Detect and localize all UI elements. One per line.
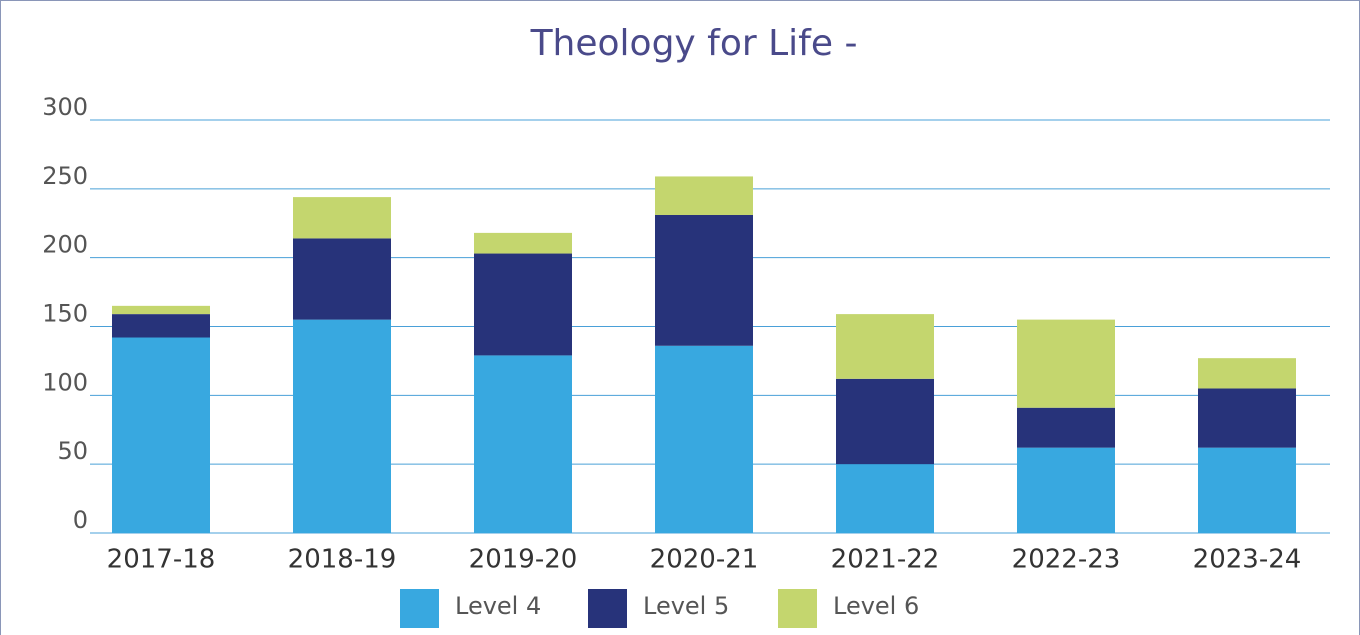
legend-swatch <box>778 589 817 628</box>
bar-segment <box>1017 407 1115 448</box>
bar-segment <box>112 337 210 533</box>
y-tick-label: 200 <box>42 231 88 259</box>
x-tick-label: 2021-22 <box>831 545 940 575</box>
bar-segment <box>474 355 572 533</box>
bar-segment <box>474 232 572 254</box>
x-tick-label: 2023-24 <box>1193 545 1302 575</box>
bar-segment <box>293 197 391 239</box>
y-tick-label: 50 <box>57 437 88 465</box>
bar-segment <box>293 238 391 320</box>
bar-segment <box>836 314 934 379</box>
x-tick-label: 2018-19 <box>288 545 397 575</box>
bar-segment <box>1198 388 1296 448</box>
bar-segment <box>112 314 210 338</box>
x-tick-label: 2020-21 <box>650 545 759 575</box>
y-tick-label: 300 <box>42 93 88 121</box>
bar-segment <box>655 345 753 533</box>
x-tick-label: 2017-18 <box>107 545 216 575</box>
bar-segment <box>1017 319 1115 408</box>
bar-segment <box>836 464 934 533</box>
y-tick-label: 0 <box>73 506 88 534</box>
y-tick-label: 250 <box>42 162 88 190</box>
bar-segment <box>474 253 572 356</box>
bar-segment <box>1198 358 1296 389</box>
legend-label: Level 6 <box>833 592 919 620</box>
legend-swatch <box>400 589 439 628</box>
y-tick-label: 150 <box>42 300 88 328</box>
x-tick-label: 2019-20 <box>469 545 578 575</box>
bar-segment <box>1017 447 1115 533</box>
chart-title: Theology for Life - <box>530 23 858 64</box>
legend-label: Level 4 <box>455 592 541 620</box>
x-tick-label: 2022-23 <box>1012 545 1121 575</box>
legend-swatch <box>588 589 627 628</box>
legend-label: Level 5 <box>643 592 729 620</box>
y-tick-label: 100 <box>42 368 88 396</box>
bar-segment <box>1198 447 1296 533</box>
bar-segment <box>655 214 753 346</box>
bar-segment <box>112 305 210 315</box>
bar-segment <box>836 378 934 465</box>
bar-segment <box>655 176 753 215</box>
bar-segment <box>293 319 391 533</box>
